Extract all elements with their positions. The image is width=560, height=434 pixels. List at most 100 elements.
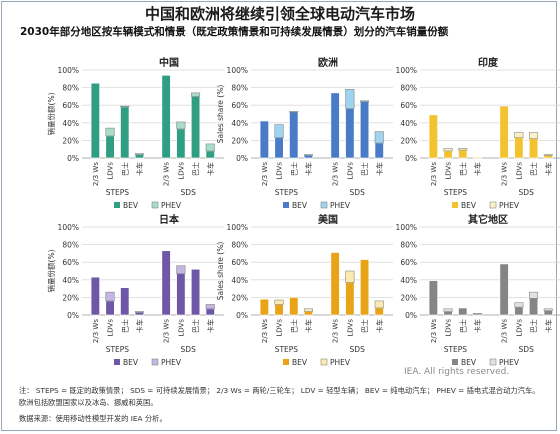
- x-tick-label: 2/3 Ws: [92, 162, 100, 186]
- legend-swatch: [489, 358, 497, 366]
- scenario-label: SDS: [350, 345, 366, 354]
- bar-phev: [374, 300, 384, 309]
- bar-bev: [359, 101, 370, 159]
- scenario-label: SDS: [519, 188, 535, 197]
- x-tick-label: 卡车: [375, 319, 384, 333]
- bar-bev: [543, 155, 553, 159]
- bar-phev: [514, 302, 524, 308]
- y-tick-label: 100%: [396, 66, 417, 75]
- bar-phev: [543, 154, 553, 156]
- y-tick-label: 0%: [236, 311, 248, 320]
- bar-bev: [134, 312, 144, 316]
- bar-bev: [274, 304, 284, 316]
- bar-bev: [514, 137, 524, 159]
- scenario-label: SDS: [181, 345, 197, 354]
- bar-bev: [176, 273, 186, 316]
- bar-phev: [360, 100, 370, 102]
- bar-bev: [374, 142, 384, 159]
- bar-phev: [205, 304, 215, 310]
- bar-phev: [443, 148, 453, 152]
- bar-bev: [303, 155, 314, 159]
- bar-bev: [514, 306, 524, 316]
- y-tick-label: 80%: [62, 84, 79, 93]
- x-tick-label: 巴士: [458, 319, 467, 333]
- bar-bev: [259, 120, 269, 159]
- panel-title: 欧洲: [318, 56, 338, 69]
- x-tick-label: 卡车: [544, 319, 553, 333]
- x-tick-label: 巴士: [360, 162, 369, 176]
- bar-phev: [120, 105, 130, 108]
- chart-panel-1: 中国0%20%40%60%80%100%销量份额(%)2/3 Ws LDVs 巴士卡…: [46, 56, 224, 210]
- x-tick-label: 巴士: [289, 319, 298, 333]
- bar-phev: [274, 124, 284, 139]
- x-tick-label: LDVs: [445, 162, 453, 180]
- scenario-label: STEPS: [444, 345, 468, 354]
- y-tick-label: 80%: [231, 241, 248, 250]
- y-tick-label: 60%: [400, 258, 417, 267]
- bar-bev: [274, 137, 284, 159]
- x-tick-label: 2/3 Ws: [430, 319, 438, 343]
- legend-label: BEV: [461, 358, 477, 367]
- y-axis-label: 销量份额(%): [46, 249, 56, 292]
- x-tick-label: 2/3 Ws: [332, 162, 340, 186]
- bar-phev: [529, 132, 539, 139]
- x-tick-label: LDVs: [177, 162, 185, 180]
- y-tick-label: 40%: [400, 276, 417, 285]
- bar-bev: [443, 311, 453, 316]
- bar-bev: [205, 150, 215, 159]
- bar-phev: [176, 121, 186, 130]
- scenario-label: STEPS: [106, 188, 130, 197]
- scenario-label: STEPS: [106, 345, 130, 354]
- y-tick-label: 20%: [231, 136, 248, 145]
- x-tick-label: LDVs: [177, 319, 185, 337]
- legend-swatch: [452, 202, 458, 208]
- bar-bev: [259, 298, 269, 316]
- x-tick-label: 2/3 Ws: [430, 162, 438, 186]
- x-tick-label: 巴士: [120, 319, 129, 333]
- x-tick-label: 卡车: [473, 319, 482, 333]
- x-tick-label: 卡车: [304, 162, 313, 176]
- charts-area: 中国0%20%40%60%80%100%销量份额(%)2/3 Ws LDVs 巴士卡…: [46, 56, 560, 367]
- legend-label: PHEV: [161, 358, 182, 367]
- legend-swatch: [151, 201, 159, 209]
- y-axis-label: 销量份额(%): [46, 92, 56, 135]
- legend-swatch: [452, 359, 458, 365]
- panel-title: 日本: [159, 213, 180, 226]
- note-line-2: 欧洲包括欧盟国家以及冰岛、挪威和英国。: [19, 398, 158, 407]
- bar-bev: [428, 114, 438, 159]
- x-tick-label: 卡车: [473, 162, 482, 176]
- y-tick-label: 60%: [400, 101, 417, 110]
- x-tick-label: LDVs: [107, 162, 115, 180]
- bar-phev: [514, 132, 524, 139]
- bar-bev: [359, 259, 370, 316]
- legend-label: BEV: [292, 201, 308, 210]
- x-tick-label: LDVs: [445, 319, 453, 337]
- bar-bev: [120, 106, 130, 159]
- bar-phev: [176, 265, 186, 274]
- bar-bev: [528, 138, 539, 159]
- chart-panel-2: 欧洲 0% 20% 40% 60% 80% 100% Sales share (%) 2/3 W…: [216, 56, 393, 210]
- panel-title: 中国: [159, 56, 179, 69]
- bar-bev: [120, 287, 130, 316]
- y-tick-label: 0%: [405, 154, 417, 163]
- y-tick-label: 100%: [227, 223, 248, 232]
- y-tick-label: 40%: [62, 119, 79, 128]
- x-tick-label: LDVs: [515, 319, 523, 337]
- scenario-label: SDS: [181, 188, 197, 197]
- y-tick-label: 80%: [231, 84, 248, 93]
- bar-phev: [134, 153, 144, 155]
- bar-bev: [90, 276, 100, 316]
- y-tick-label: 60%: [231, 258, 248, 267]
- bar-bev: [428, 280, 438, 316]
- bar-bev: [374, 307, 384, 316]
- bar-bev: [191, 268, 201, 316]
- bar-bev: [90, 82, 100, 159]
- bar-bev: [443, 150, 453, 159]
- legend-label: PHEV: [499, 358, 520, 367]
- y-tick-label: 80%: [62, 241, 79, 250]
- x-tick-label: 2/3 Ws: [501, 162, 509, 186]
- x-tick-label: 卡车: [135, 162, 144, 176]
- x-tick-label: LDVs: [276, 319, 284, 337]
- scenario-label: STEPS: [275, 188, 299, 197]
